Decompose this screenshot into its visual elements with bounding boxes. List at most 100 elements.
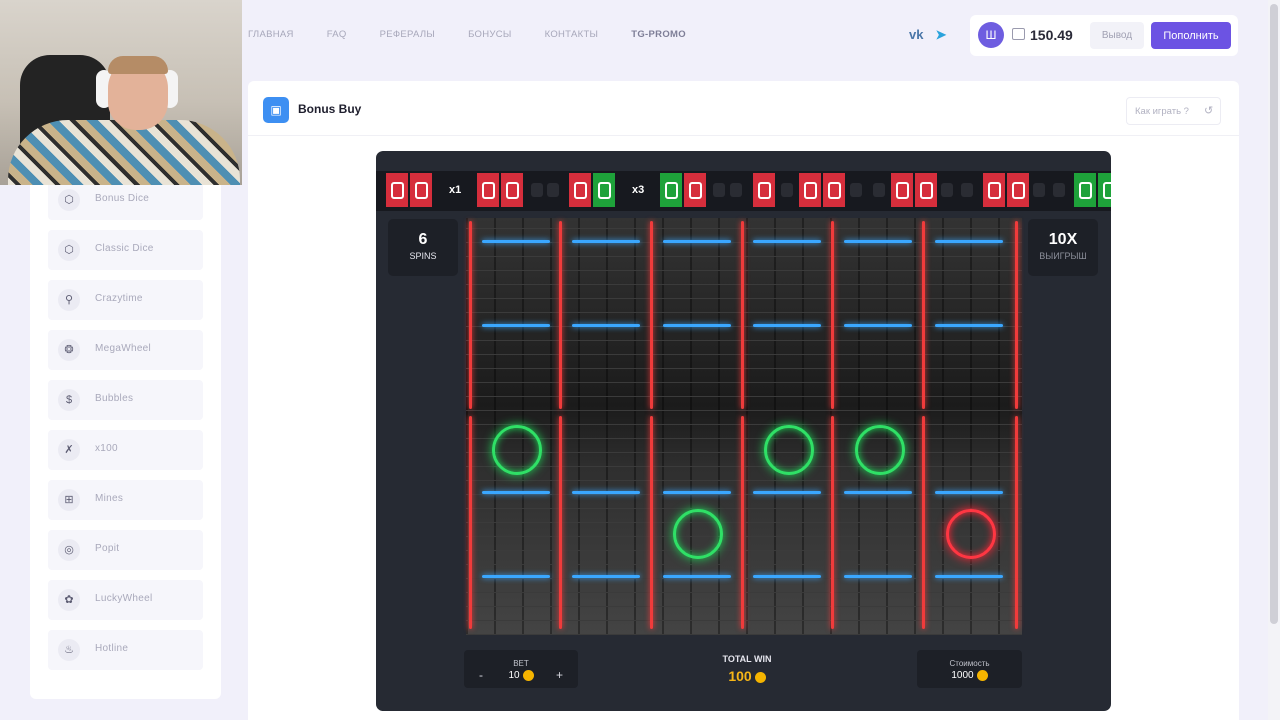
neon-blue-bar — [753, 324, 821, 327]
strip-cell-red — [569, 173, 591, 207]
total-win-label: TOTAL WIN — [722, 654, 772, 664]
strip-cell-red — [915, 173, 937, 207]
neon-blue-bar — [935, 324, 1003, 327]
strip-cell-empty — [850, 183, 862, 197]
strip-cell-empty — [961, 183, 973, 197]
scrollbar-thumb[interactable] — [1270, 4, 1278, 624]
total-win-wrap: 100 — [709, 668, 785, 684]
sidebar-item-bubbles[interactable]: $ Bubbles — [48, 380, 203, 420]
neon-red-line — [741, 221, 744, 409]
neon-red-line — [650, 221, 653, 409]
avatar[interactable]: Ш — [978, 22, 1004, 48]
collapse-icon: ↺ — [1204, 105, 1214, 117]
sidebar-item-popit[interactable]: ◎ Popit — [48, 530, 203, 570]
neon-red-line — [1015, 221, 1018, 409]
cost-display[interactable]: Стоимость 1000 — [917, 650, 1022, 688]
nav-tg-promo[interactable]: TG-PROMO — [631, 29, 686, 40]
green-ring — [764, 425, 814, 475]
strip-cell-red — [823, 173, 845, 207]
nav-contacts[interactable]: КОНТАКТЫ — [544, 29, 599, 40]
dollar-icon: $ — [58, 389, 80, 411]
sidebar-item-megawheel[interactable]: ❂ MegaWheel — [48, 330, 203, 370]
strip-cell-red — [799, 173, 821, 207]
wheel-icon: ❂ — [58, 339, 80, 361]
lucky-icon: ✿ — [58, 589, 80, 611]
neon-blue-bar — [844, 240, 912, 243]
neon-red-line — [469, 416, 472, 629]
sidebar-item-label: Hotline — [95, 643, 129, 654]
strip-cell-empty — [730, 183, 742, 197]
bet-decrease-button[interactable]: - — [479, 668, 483, 682]
neon-red-line — [650, 416, 653, 629]
strip-cell-red — [501, 173, 523, 207]
page-scrollbar[interactable] — [1268, 0, 1280, 720]
page-title: Bonus Buy — [298, 102, 362, 116]
neon-blue-bar — [572, 324, 640, 327]
nav-faq[interactable]: FAQ — [326, 29, 347, 40]
coin-icon — [522, 670, 534, 681]
win-multiplier: 10X выигрыш — [1028, 219, 1098, 276]
neon-red-line — [831, 221, 834, 409]
vk-icon[interactable]: vk — [909, 27, 924, 42]
neon-red-line — [559, 416, 562, 629]
sidebar: ⬡ Bonus Dice ⬡ Classic Dice ⚲ Crazytime … — [30, 170, 221, 699]
neon-blue-bar — [482, 240, 550, 243]
how-to-play-button[interactable]: Как играть ? ↺ — [1126, 97, 1221, 125]
nav-home[interactable]: ГЛАВНАЯ — [248, 29, 294, 40]
bet-value-wrap: 10 — [464, 670, 578, 681]
green-ring — [855, 425, 905, 475]
strip-cell-empty — [781, 183, 793, 197]
neon-red-line — [741, 416, 744, 629]
cost-value: 1000 — [951, 670, 974, 682]
withdraw-button[interactable]: Вывод — [1090, 22, 1144, 49]
sidebar-item-crazytime[interactable]: ⚲ Crazytime — [48, 280, 203, 320]
sidebar-item-bonus-dice[interactable]: ⬡ Bonus Dice — [48, 180, 203, 220]
neon-blue-bar — [663, 491, 731, 494]
neon-blue-bar — [482, 491, 550, 494]
header-divider — [248, 135, 1239, 136]
strip-cell-red — [891, 173, 913, 207]
x100-icon: ✗ — [58, 439, 80, 461]
green-ring — [492, 425, 542, 475]
sidebar-item-classic-dice[interactable]: ⬡ Classic Dice — [48, 230, 203, 270]
telegram-icon[interactable]: ➤ — [935, 27, 947, 42]
webcam-overlay — [0, 0, 242, 185]
win-multiplier-value: 10X — [1048, 231, 1078, 248]
sidebar-item-mines[interactable]: ⊞ Mines — [48, 480, 203, 520]
bet-increase-button[interactable]: + — [556, 668, 564, 682]
circle-icon: ◎ — [58, 539, 80, 561]
strip-cell-empty — [713, 183, 725, 197]
neon-red-line — [922, 416, 925, 629]
deposit-button[interactable]: Пополнить — [1151, 22, 1231, 49]
webcam-person-body — [8, 120, 240, 185]
strip-cell-empty — [1033, 183, 1045, 197]
strip-cell-green — [593, 173, 615, 207]
strip-cell-green — [660, 173, 682, 207]
strip-cell-red — [983, 173, 1005, 207]
sidebar-item-hotline[interactable]: ♨ Hotline — [48, 630, 203, 670]
grid-icon: ⊞ — [58, 489, 80, 511]
nav-bonuses[interactable]: БОНУСЫ — [468, 29, 512, 40]
strip-cell-empty — [547, 183, 559, 197]
sidebar-item-label: MegaWheel — [95, 343, 152, 354]
strip-cell-red — [1007, 173, 1029, 207]
sidebar-item-luckywheel[interactable]: ✿ LuckyWheel — [48, 580, 203, 620]
neon-blue-bar — [482, 575, 550, 578]
neon-red-line — [831, 416, 834, 629]
coin-icon — [976, 670, 988, 681]
cost-value-wrap: 1000 — [917, 670, 1022, 681]
neon-red-line — [922, 221, 925, 409]
nav-referrals[interactable]: РЕФЕРАЛЫ — [379, 29, 436, 40]
neon-blue-bar — [753, 575, 821, 578]
neon-blue-bar — [663, 240, 731, 243]
game-board — [466, 218, 1022, 635]
bet-control: - BET 10 + — [464, 650, 578, 688]
neon-blue-bar — [844, 324, 912, 327]
neon-blue-bar — [663, 575, 731, 578]
neon-blue-bar — [572, 575, 640, 578]
strip-cell-empty — [873, 183, 885, 197]
sidebar-item-x100[interactable]: ✗ x100 — [48, 430, 203, 470]
strip-cell-green — [1074, 173, 1096, 207]
strip-cell-red — [753, 173, 775, 207]
wallet-icon — [1012, 28, 1025, 40]
